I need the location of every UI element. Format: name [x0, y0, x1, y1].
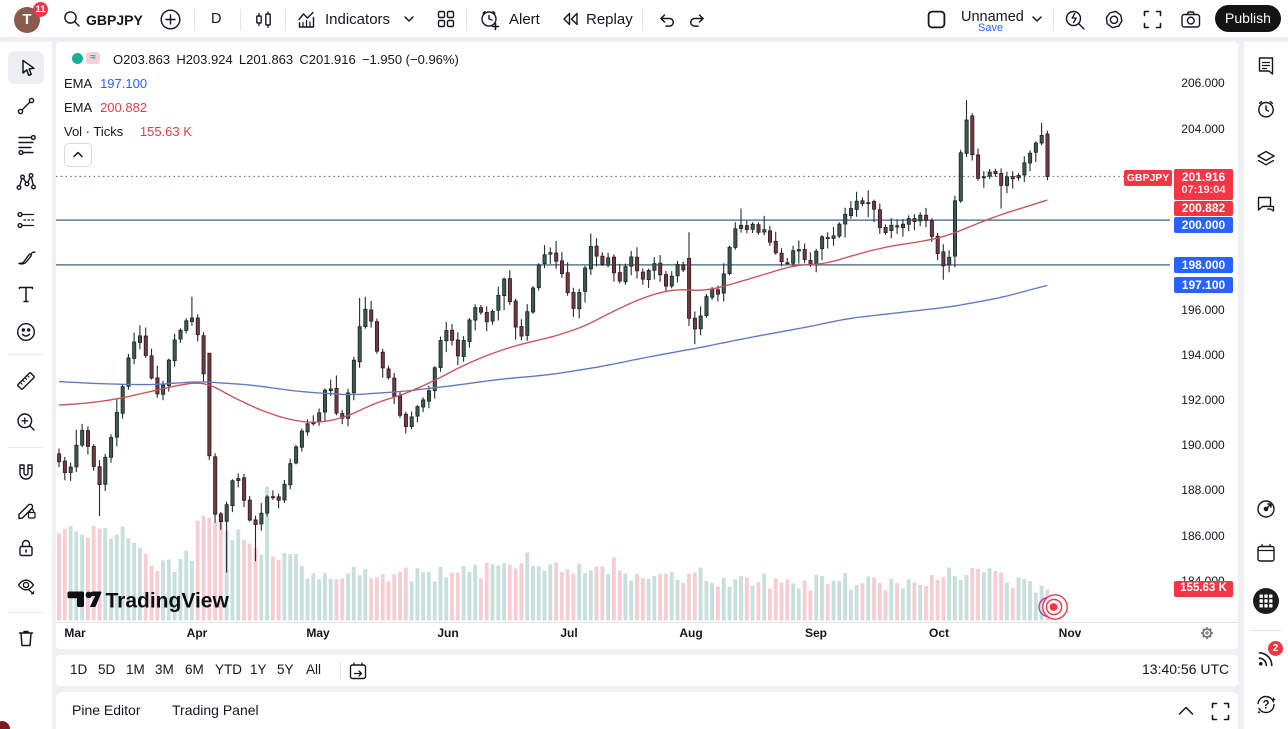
svg-text:?: ?: [1262, 700, 1269, 712]
svg-text:TradingView: TradingView: [106, 590, 230, 613]
